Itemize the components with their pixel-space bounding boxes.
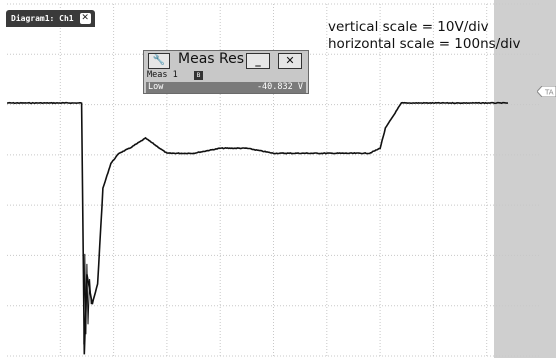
diagram-tab[interactable]: Diagram1: Ch1 ✕ — [6, 10, 95, 27]
close-button[interactable]: ✕ — [278, 53, 302, 69]
close-icon[interactable]: ✕ — [79, 13, 91, 24]
meas-row-label: Low — [148, 82, 164, 92]
trigger-marker[interactable]: TA — [537, 86, 556, 97]
minimize-button[interactable]: _ — [246, 53, 270, 69]
meas-tag: B — [194, 71, 203, 80]
meas-result-row: Low -40.832 V — [146, 82, 306, 93]
horizontal-scale-note: horizontal scale = 100ns/div — [328, 36, 521, 52]
meas-window-title: Meas Res — [178, 51, 245, 67]
meas-results-window[interactable]: 🔧 Meas Res _ ✕ Meas 1 B Low -40.832 V — [143, 50, 309, 94]
meas-name: Meas 1 — [147, 70, 178, 80]
trigger-marker-label: TA — [544, 89, 554, 97]
meas-row-value: -40.832 V — [256, 82, 303, 92]
ringing-trace — [83, 253, 92, 345]
meas-window-titlebar[interactable]: 🔧 Meas Res _ ✕ — [146, 51, 306, 69]
shaded-region — [494, 0, 556, 358]
vertical-scale-note: vertical scale = 10V/div — [328, 19, 489, 35]
waveform-trace — [7, 101, 509, 355]
wrench-icon[interactable]: 🔧 — [148, 53, 170, 69]
diagram-tab-label: Diagram1: Ch1 — [11, 14, 74, 23]
